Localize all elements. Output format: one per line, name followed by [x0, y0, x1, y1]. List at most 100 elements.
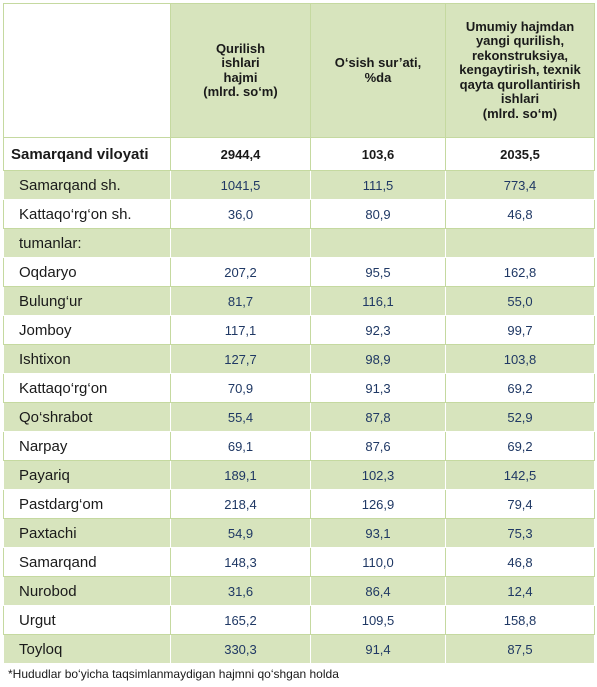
table-row: Samarqand 148,3 110,0 46,8: [3, 547, 595, 577]
header-line: rekonstruksiya,: [471, 47, 569, 63]
row-name: Jomboy: [3, 315, 171, 345]
value-cell: 98,9: [310, 344, 446, 374]
value-cell: 207,2: [170, 257, 311, 287]
table-row: Kattaqo‘rg‘on sh. 36,0 80,9 46,8: [3, 199, 595, 229]
row-name: Paxtachi: [3, 518, 171, 548]
row-name: tumanlar:: [3, 228, 171, 258]
value-cell: 158,8: [445, 605, 595, 635]
value-cell: 165,2: [170, 605, 311, 635]
table-row: Ishtixon 127,7 98,9 103,8: [3, 344, 595, 374]
empty-cell: [445, 228, 595, 258]
table-row: Nurobod 31,6 86,4 12,4: [3, 576, 595, 606]
header-line: Umumiy hajmdan: [465, 18, 575, 34]
row-name: Samarqand: [3, 547, 171, 577]
row-name: Payariq: [3, 460, 171, 490]
value-cell: 69,2: [445, 431, 595, 461]
value-cell: 87,5: [445, 634, 595, 664]
data-table: Qurilish ishlari hajmi (mlrd. so‘m) O‘sish s…: [3, 3, 595, 664]
value-cell: 91,4: [310, 634, 446, 664]
value-cell: 46,8: [445, 547, 595, 577]
value-cell: 1041,5: [170, 170, 311, 200]
value-cell: 69,2: [445, 373, 595, 403]
value-cell: 117,1: [170, 315, 311, 345]
value-cell: 162,8: [445, 257, 595, 287]
value-cell: 36,0: [170, 199, 311, 229]
table-row: Toyloq 330,3 91,4 87,5: [3, 634, 595, 664]
header-line: ishlari: [221, 55, 260, 70]
value-cell: 87,8: [310, 402, 446, 432]
header-line: qayta qurollantirish: [459, 76, 581, 92]
value-cell: 99,7: [445, 315, 595, 345]
table-row: Qo‘shrabot 55,4 87,8 52,9: [3, 402, 595, 432]
table-row: Paxtachi 54,9 93,1 75,3: [3, 518, 595, 548]
value-cell: 126,9: [310, 489, 446, 519]
table-body: Samarqand viloyati 2944,4 103,6 2035,5 Samar…: [3, 137, 595, 664]
value-cell: 773,4: [445, 170, 595, 200]
header-line: O‘sish sur’ati,: [334, 55, 422, 70]
value-cell: 110,0: [310, 547, 446, 577]
header-cell: O‘sish sur’ati, %da: [310, 3, 446, 138]
header-cell: Qurilish ishlari hajmi (mlrd. so‘m): [170, 3, 311, 138]
empty-cell: [310, 228, 446, 258]
value-cell: 109,5: [310, 605, 446, 635]
value-cell: 189,1: [170, 460, 311, 490]
value-cell: 330,3: [170, 634, 311, 664]
table-row: Kattaqo‘rg‘on 70,9 91,3 69,2: [3, 373, 595, 403]
header-line: hajmi: [223, 69, 258, 85]
header-line: (mlrd. so‘m): [482, 105, 558, 121]
header-blank: [3, 3, 171, 138]
value-cell: 103,6: [310, 137, 446, 171]
value-cell: 2035,5: [445, 137, 595, 171]
header-line: %da: [364, 69, 392, 85]
table-row: Pastdarg‘om 218,4 126,9 79,4: [3, 489, 595, 519]
value-cell: 81,7: [170, 286, 311, 316]
value-cell: 75,3: [445, 518, 595, 548]
value-cell: 102,3: [310, 460, 446, 490]
row-name: Samarqand sh.: [3, 170, 171, 200]
value-cell: 142,5: [445, 460, 595, 490]
value-cell: 116,1: [310, 286, 446, 316]
table-row: tumanlar:: [3, 228, 595, 258]
table-row: Samarqand viloyati 2944,4 103,6 2035,5: [3, 137, 595, 171]
row-name: Ishtixon: [3, 344, 171, 374]
value-cell: 69,1: [170, 431, 311, 461]
row-name: Kattaqo‘rg‘on sh.: [3, 199, 171, 229]
header-line: Qurilish: [215, 40, 266, 56]
table-row: Narpay 69,1 87,6 69,2: [3, 431, 595, 461]
value-cell: 111,5: [310, 170, 446, 200]
value-cell: 79,4: [445, 489, 595, 519]
value-cell: 70,9: [170, 373, 311, 403]
table-row: Samarqand sh. 1041,5 111,5 773,4: [3, 170, 595, 200]
value-cell: 148,3: [170, 547, 311, 577]
value-cell: 55,4: [170, 402, 311, 432]
empty-cell: [170, 228, 311, 258]
value-cell: 86,4: [310, 576, 446, 606]
row-name: Qo‘shrabot: [3, 402, 171, 432]
value-cell: 92,3: [310, 315, 446, 345]
table-row: Oqdaryo 207,2 95,5 162,8: [3, 257, 595, 287]
table-row: Bulung‘ur 81,7 116,1 55,0: [3, 286, 595, 316]
value-cell: 52,9: [445, 402, 595, 432]
row-name: Kattaqo‘rg‘on: [3, 373, 171, 403]
footnote: *Hududlar bo‘yicha taqsimlanmaydigan haj…: [8, 667, 339, 681]
value-cell: 103,8: [445, 344, 595, 374]
row-name: Pastdarg‘om: [3, 489, 171, 519]
value-cell: 46,8: [445, 199, 595, 229]
table-row: Payariq 189,1 102,3 142,5: [3, 460, 595, 490]
row-name: Toyloq: [3, 634, 171, 664]
header-line: yangi qurilish,: [475, 33, 565, 49]
row-name: Urgut: [3, 605, 171, 635]
value-cell: 93,1: [310, 518, 446, 548]
table-row: Urgut 165,2 109,5 158,8: [3, 605, 595, 635]
header-line: ishlari: [500, 91, 540, 107]
value-cell: 55,0: [445, 286, 595, 316]
value-cell: 2944,4: [170, 137, 311, 171]
value-cell: 54,9: [170, 518, 311, 548]
table-header: Qurilish ishlari hajmi (mlrd. so‘m) O‘sish s…: [3, 3, 595, 138]
value-cell: 127,7: [170, 344, 311, 374]
table-row: Jomboy 117,1 92,3 99,7: [3, 315, 595, 345]
value-cell: 218,4: [170, 489, 311, 519]
header-line: kengaytirish, texnik: [459, 62, 581, 78]
header-cell: Umumiy hajmdan yangi qurilish, rekonstruks…: [445, 3, 595, 138]
